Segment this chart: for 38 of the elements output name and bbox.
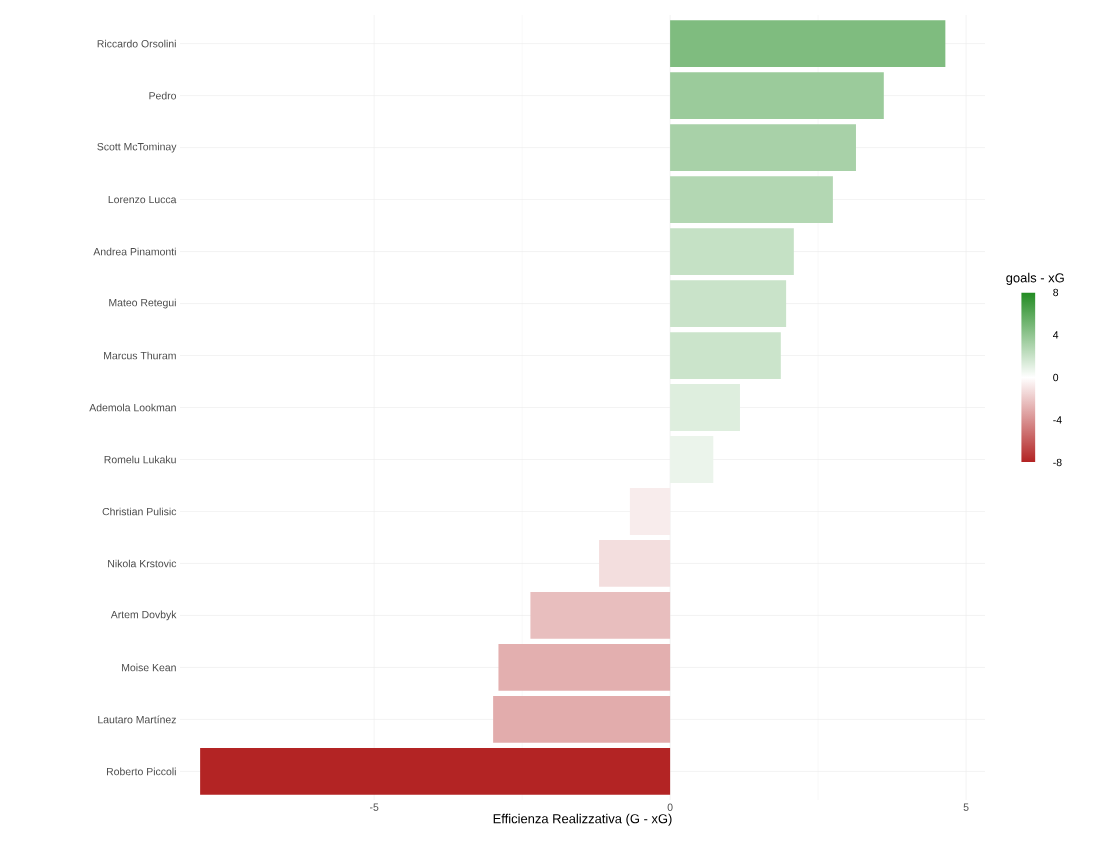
x-tick-label: 0 — [667, 803, 673, 811]
y-tick-label: Lorenzo Lucca — [108, 195, 177, 204]
bar — [670, 228, 794, 275]
bar — [670, 124, 856, 171]
y-tick-label: Pedro — [149, 91, 177, 100]
y-tick-label: Mateo Retegui — [109, 298, 176, 309]
bar — [670, 176, 833, 223]
y-tick-label: Christian Pulisic — [102, 507, 177, 516]
bar — [670, 72, 884, 119]
y-tick-label: Scott McTominay — [97, 142, 177, 153]
y-tick-label: Riccardo Orsolini — [97, 39, 176, 48]
color-bar-label: -8 — [1053, 458, 1062, 467]
y-tick-label: Artem Dovbyk — [110, 610, 177, 621]
x-tick-label: 5 — [963, 803, 969, 811]
x-axis-title: Efficienza Realizzativa (G - xG) — [493, 813, 672, 826]
bar — [670, 332, 781, 379]
y-tick-label: Lautaro Martínez — [98, 715, 176, 724]
y-tick-label: Moise Kean — [122, 663, 176, 672]
color-bar-label: -4 — [1053, 416, 1062, 424]
bar — [670, 384, 740, 431]
bar — [670, 280, 787, 327]
bar — [200, 748, 671, 795]
y-tick-label: Marcus Thuram — [104, 351, 176, 360]
y-tick-label: Roberto Piccoli — [106, 767, 176, 776]
color-bar-title: goals - xG — [1006, 272, 1064, 285]
x-tick-label: -5 — [369, 803, 379, 811]
y-tick-label: Ademola Lookman — [89, 403, 176, 412]
color-bar-label: 0 — [1053, 373, 1059, 382]
bar — [530, 592, 671, 639]
bar — [670, 20, 946, 67]
y-tick-label: Nikola Krstovic — [108, 559, 177, 568]
bar — [599, 540, 671, 587]
color-bar-label: 8 — [1053, 288, 1059, 297]
y-tick-label: Romelu Lukaku — [104, 455, 176, 464]
bar — [498, 644, 671, 691]
color-bar-label: 4 — [1052, 331, 1059, 339]
bar — [493, 696, 671, 743]
y-tick-label: Andrea Pinamonti — [93, 247, 176, 256]
